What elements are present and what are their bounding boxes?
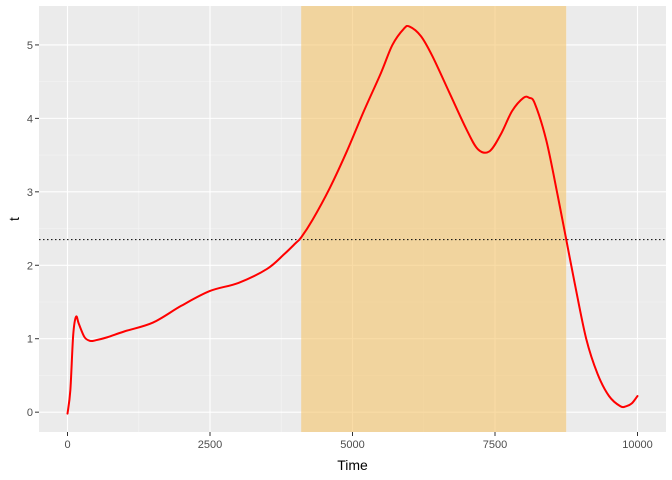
y-tick-label: 0 [27,407,33,419]
x-axis: 0 2500 5000 7500 10000 [64,432,653,451]
x-tick-label: 2500 [198,439,222,451]
highlight-region [301,6,567,432]
x-tick-label: 0 [64,439,70,451]
x-tick-label: 10000 [622,439,653,451]
y-tick-label: 2 [27,260,33,272]
y-axis: 0 1 2 3 4 5 [27,40,39,419]
y-tick-label: 4 [27,113,33,125]
series-layer [66,24,639,415]
x-tick-label: 7500 [483,439,507,451]
x-axis-title: Time [337,457,368,473]
y-tick-label: 1 [27,334,33,346]
y-tick-label: 3 [27,187,33,199]
x-tick-label: 5000 [340,439,364,451]
y-tick-label: 5 [27,40,33,52]
y-axis-title: t [6,217,22,221]
series-line [66,24,639,415]
